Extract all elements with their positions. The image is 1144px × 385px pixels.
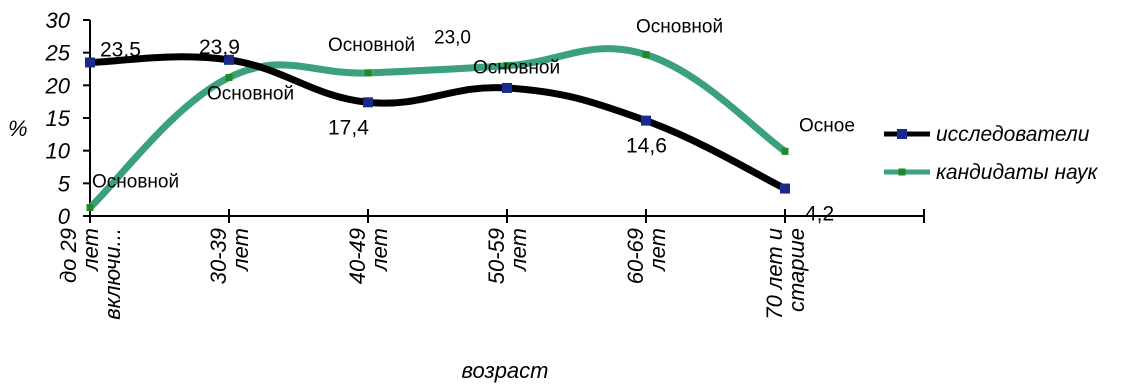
x-tick-label-line: старше — [784, 228, 809, 312]
data-labels: 23,5 23,9 17,4 14,6 4,2 Основной Основной Основ… — [92, 17, 855, 226]
data-label: 4,2 — [805, 203, 834, 226]
data-label: Основной — [473, 58, 560, 79]
x-tick-label-line: лет — [78, 228, 103, 273]
series-point-0 — [641, 115, 651, 126]
x-tick-label-line: 60-69 — [623, 228, 648, 284]
series-point-0 — [363, 97, 373, 108]
series-point-0 — [224, 54, 234, 65]
x-tick-label-line: 50-59 — [484, 228, 509, 284]
x-tick-label-line: лет — [645, 228, 670, 273]
legend-label-0: исследователи — [936, 123, 1090, 146]
series-point-1 — [364, 69, 372, 77]
series-point-1 — [781, 147, 789, 155]
y-tick-label: 10 — [46, 139, 71, 164]
series-point-1 — [642, 51, 650, 59]
series-line-1 — [86, 45, 789, 212]
series-point-1 — [503, 62, 511, 70]
data-label: Основной — [636, 17, 723, 38]
series-point-1 — [225, 73, 233, 81]
series-point-1 — [86, 204, 94, 212]
legend-marker-0 — [897, 129, 907, 139]
x-tick-label-line: включи... — [100, 228, 125, 320]
series-layer — [85, 45, 790, 212]
series-line-0 — [86, 53, 789, 193]
y-tick-label: 0 — [58, 204, 71, 229]
data-label: 17,4 — [328, 116, 369, 139]
data-label: 23,9 — [199, 36, 240, 59]
data-label: 23,0 — [434, 28, 471, 49]
x-tick-label: до 29летвключи... — [56, 228, 125, 320]
data-label: Основной — [328, 35, 415, 56]
y-tick-label: 20 — [45, 73, 71, 98]
data-label: 14,6 — [626, 135, 667, 158]
series-point-0 — [85, 57, 95, 68]
data-label: Осное — [799, 115, 855, 136]
series-point-0 — [502, 82, 512, 93]
x-tick-label-line: 40-49 — [345, 228, 370, 284]
y-tick-label: 30 — [46, 8, 71, 33]
x-tick-label-line: лет — [367, 228, 392, 273]
data-label: 23,5 — [100, 38, 141, 61]
x-tick-label-line: лет — [228, 228, 253, 273]
x-tick-label-line: лет — [506, 228, 531, 273]
data-label: Основной — [207, 83, 294, 104]
legend-label-1: кандидаты наук — [936, 161, 1099, 184]
x-axis-title: возраст — [461, 358, 548, 383]
series-point-0 — [780, 183, 790, 194]
x-tick-label-line: до 29 — [56, 228, 81, 283]
y-tick-label: 15 — [46, 106, 71, 131]
data-label: Основной — [92, 172, 179, 193]
y-tick-label: 5 — [58, 171, 71, 196]
x-tick-label-line: 70 лет и — [762, 228, 787, 320]
y-axis-title: % — [8, 116, 28, 141]
legend: исследователи кандидаты наук — [884, 123, 1099, 184]
legend-marker-1 — [898, 168, 906, 176]
y-tick-label: 25 — [45, 41, 71, 66]
x-tick-label-line: 30-39 — [206, 228, 231, 284]
